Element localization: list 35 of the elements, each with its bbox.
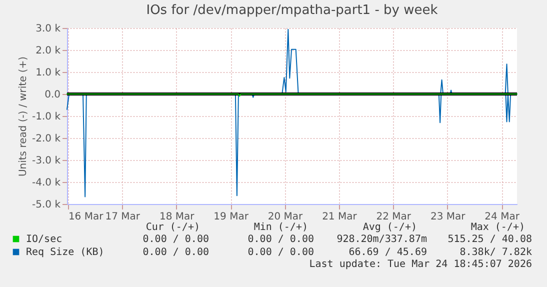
chart-title: IOs for /dev/mapper/mpatha-part1 - by week xyxy=(146,3,438,18)
y-tick-label: -2.0 k xyxy=(32,134,61,144)
text: 0.00 / 0.00 xyxy=(248,247,314,258)
x-tick-label: 20 Mar xyxy=(268,212,304,222)
text: 8.38k/ 7.82k xyxy=(460,247,532,258)
y-tick-label: 3.0 k xyxy=(36,24,61,34)
y-tick-label: 1.0 k xyxy=(36,68,61,78)
x-tick-label: 23 Mar xyxy=(430,212,466,222)
text: Min (-/+) xyxy=(254,222,308,233)
y-tick-label: -5.0 k xyxy=(32,200,61,210)
x-tick-label: 16 Mar xyxy=(68,212,104,222)
text: 0.00 / 0.00 xyxy=(248,234,314,245)
y-tick-label: 2.0 k xyxy=(36,46,61,56)
legend-label: IO/sec xyxy=(26,234,62,245)
text: 0.00 / 0.00 xyxy=(142,234,209,245)
x-tick-label: 21 Mar xyxy=(322,212,358,222)
x-tick-label: 24 Mar xyxy=(484,212,520,222)
x-tick-label: 17 Mar xyxy=(105,212,141,222)
text: 928.20m/337.87m xyxy=(336,234,427,245)
x-tick-label: 19 Mar xyxy=(214,212,250,222)
text: 66.69 / 45.69 xyxy=(348,247,427,258)
y-tick-label: -4.0 k xyxy=(32,178,61,188)
text: Avg (-/+) xyxy=(362,222,417,233)
y-tick-label: 0.0 xyxy=(44,90,60,100)
text: Cur (-/+) xyxy=(146,222,200,233)
text: Last update: Tue Mar 24 18:45:07 2026 xyxy=(309,259,532,270)
y-tick-label: -1.0 k xyxy=(32,112,61,122)
x-tick-label: 18 Mar xyxy=(159,212,196,222)
legend-label: Req Size (KB) xyxy=(26,247,104,258)
y-tick-label: -3.0 k xyxy=(32,156,61,166)
y-axis-title: Units read (-) / write (+) xyxy=(18,56,30,177)
text: Max (-/+) xyxy=(470,222,525,233)
text: 0.00 / 0.00 xyxy=(142,247,209,258)
x-tick-label: 22 Mar xyxy=(376,212,412,222)
text: 515.25 / 40.08 xyxy=(448,234,532,245)
